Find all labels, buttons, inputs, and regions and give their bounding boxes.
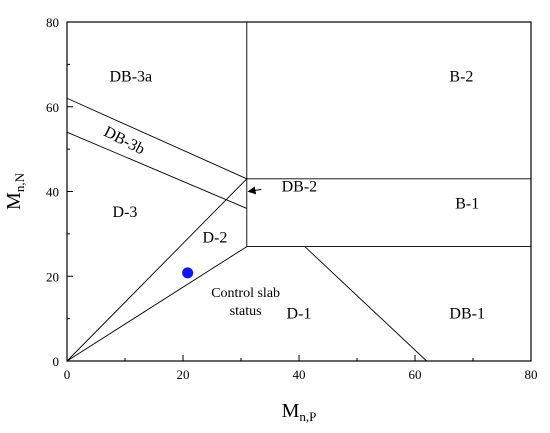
boundary-diag-d1-db1 — [304, 246, 427, 362]
region-label-db-3b: DB-3b — [101, 123, 148, 158]
region-label-d-2: D-2 — [202, 229, 227, 246]
y-tick-label: 40 — [46, 185, 59, 200]
control-slab-point — [182, 267, 194, 279]
x-tick-label: 0 — [64, 367, 71, 382]
y-tick-label: 80 — [46, 15, 59, 30]
y-tick-label: 0 — [53, 354, 60, 369]
x-axis-title-main: M — [282, 400, 300, 422]
x-tick-label: 80 — [525, 367, 538, 382]
y-tick-label: 20 — [46, 269, 59, 284]
region-labels: DB-3a B-2 DB-3b DB-2 B-1 D-3 D-2 D-1 DB-1 — [101, 68, 485, 322]
axis-ticks: 0 20 40 60 80 0 20 40 60 80 — [46, 15, 538, 382]
x-axis-title: Mn,P — [282, 400, 317, 424]
x-tick-label: 40 — [293, 367, 306, 382]
region-label-db-1: DB-1 — [449, 306, 485, 323]
y-axis-title: Mn,N — [3, 172, 27, 210]
y-axis-title-sub: n,N — [12, 172, 27, 192]
region-label-d-1: D-1 — [287, 306, 312, 323]
region-label-db-3a: DB-3a — [109, 68, 152, 85]
x-axis-title-sub: n,P — [299, 409, 316, 424]
boundary-origin-to-bottom — [66, 246, 248, 362]
region-label-b-1: B-1 — [455, 195, 479, 212]
region-boundaries — [66, 22, 531, 362]
x-tick-label: 20 — [177, 367, 190, 382]
point-label-line1: Control slab — [211, 286, 280, 301]
boundary-diag-lower — [66, 131, 247, 209]
db2-pointer-arrow — [247, 186, 262, 195]
y-axis-title-main: M — [3, 192, 25, 210]
y-tick-label: 60 — [46, 100, 59, 115]
region-label-db-2: DB-2 — [282, 179, 318, 196]
x-tick-label: 60 — [409, 367, 422, 382]
region-label-d-3: D-3 — [113, 204, 138, 221]
boundary-diag-upper — [66, 97, 247, 180]
point-label-line2: status — [230, 304, 262, 319]
boundary-origin-to-top — [66, 178, 248, 362]
annotations: Control slab status — [182, 186, 280, 319]
region-label-b-2: B-2 — [449, 68, 473, 85]
